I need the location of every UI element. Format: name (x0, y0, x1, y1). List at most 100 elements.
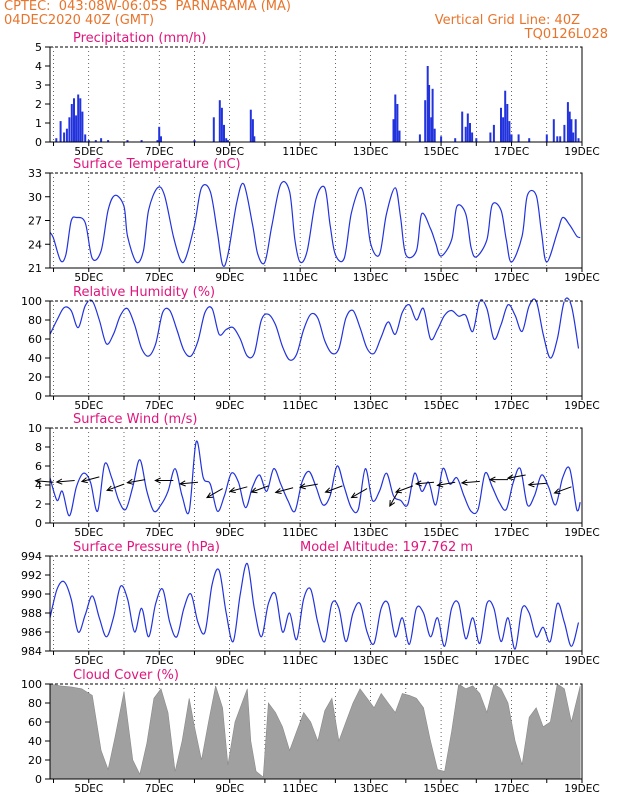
precip-bar (398, 130, 401, 142)
precip-bar (225, 138, 228, 142)
precip-bar (492, 124, 495, 142)
wind-arrow-shaft (437, 481, 456, 486)
wind-arrow-shaft (461, 480, 480, 484)
precip-bar (466, 113, 469, 142)
precip-xtick-label: 13DEC (353, 146, 388, 158)
wind-arrow-head (506, 474, 514, 481)
wind-arrow-head (527, 481, 535, 488)
precip-bar (556, 136, 559, 142)
temp-series-line (49, 181, 581, 267)
precip-ytick-label: 2 (35, 98, 42, 111)
temp-xtick-label: 7DEC (145, 272, 174, 284)
precip-bar (75, 115, 78, 142)
press-title: Surface Pressure (hPa) (73, 540, 220, 555)
rh-ytick-label: 100 (21, 295, 42, 308)
precip-bar (577, 138, 580, 142)
precip-bar (394, 94, 397, 142)
wind-title: Surface Wind (m/s) (73, 412, 197, 427)
rh-ytick-label: 40 (28, 352, 42, 365)
temp-xtick-label: 19DEC (564, 272, 599, 284)
precip-bar (508, 121, 511, 142)
precip-bar (68, 117, 71, 142)
wind-arrow-head (106, 485, 114, 492)
precip-bar (253, 136, 256, 142)
precip-bar (510, 134, 513, 142)
wind-arrow-head (389, 499, 396, 507)
precip-bar (424, 100, 427, 142)
precip-bar (63, 132, 66, 142)
wind-arrow-shaft (251, 485, 269, 493)
press-ytick-label: 990 (21, 588, 42, 601)
wind-arrow-head (250, 487, 258, 494)
wind-xtick-label: 9DEC (215, 527, 244, 539)
wind-arrow-shaft (35, 480, 54, 483)
precip-bar (433, 128, 436, 142)
wind-arrow-shaft (299, 483, 318, 488)
press-xtick-label: 17DEC (494, 655, 529, 667)
press-frame (49, 555, 583, 652)
cloud-ytick-label: 60 (28, 716, 42, 729)
precip-xtick-label: 11DEC (282, 146, 317, 158)
precip-bar (158, 126, 161, 142)
precip-bar (475, 138, 478, 142)
temp-ytick-label: 33 (28, 167, 42, 180)
rh-xtick-label: 11DEC (282, 400, 317, 412)
cloud-xtick-label: 13DEC (353, 783, 388, 795)
precip-bar (59, 121, 62, 142)
wind-arrow-shaft (554, 486, 572, 494)
temp-xtick-label: 15DEC (423, 272, 458, 284)
wind-xtick-label: 11DEC (282, 527, 317, 539)
wind-ytick-label: 10 (28, 422, 42, 435)
header-date: 04DEC2020 40Z (GMT) (4, 13, 155, 28)
precip-bar (65, 128, 68, 142)
precip-bar (461, 111, 464, 142)
precip-xtick-label: 9DEC (215, 146, 244, 158)
press-ytick-label: 992 (21, 569, 42, 582)
wind-frame (49, 427, 583, 524)
wind-arrow-shaft (528, 482, 547, 486)
precip-title: Precipitation (mm/h) (73, 31, 206, 46)
wind-arrow-head (154, 477, 161, 484)
precip-bar (489, 132, 492, 142)
precip-bar (226, 140, 229, 142)
cloud-ytick-label: 20 (28, 754, 42, 767)
cloud-title: Cloud Cover (%) (73, 668, 179, 683)
wind-arrow-shaft (106, 483, 125, 491)
temp-frame (49, 172, 583, 269)
precip-bar (502, 117, 505, 142)
wind-arrow-head (394, 487, 402, 494)
wind-arrow-shaft (56, 479, 75, 483)
wind-ytick-label: 4 (35, 479, 42, 492)
precip-bar (504, 90, 507, 142)
wind-panel: 0 2 4 6 8 10 5DEC 7DEC 9DEC 11DEC 13DEC 15DEC 17DEC 1… (28, 412, 600, 539)
precip-bar (87, 140, 90, 142)
temp-panel: 21 24 27 30 33 5DEC 7DEC 9DEC 11DEC 13DEC 15DEC 17D… (28, 157, 600, 284)
press-ytick-label: 984 (21, 645, 42, 658)
precip-bar (79, 98, 82, 142)
press-xtick-label: 5DEC (74, 655, 103, 667)
temp-xtick-label: 9DEC (215, 272, 244, 284)
precip-xtick-label: 19DEC (564, 146, 599, 158)
precip-bar (506, 104, 509, 142)
press-subtitle: Model Altitude: 197.762 m (300, 540, 473, 555)
rh-ytick-label: 0 (35, 390, 42, 403)
temp-xtick-label: 5DEC (74, 272, 103, 284)
press-xtick-label: 15DEC (423, 655, 458, 667)
precip-bar (500, 107, 502, 142)
precip-bar (140, 140, 143, 142)
precip-xtick-label: 7DEC (145, 146, 174, 158)
wind-ytick-label: 2 (35, 498, 42, 511)
temp-ytick-label: 27 (28, 215, 42, 228)
wind-arrow-shaft (325, 485, 343, 493)
wind-xtick-label: 15DEC (423, 527, 458, 539)
precip-bar (418, 134, 421, 142)
precip-xtick-label: 17DEC (494, 146, 529, 158)
rh-xtick-label: 17DEC (494, 400, 529, 412)
wind-arrow-shaft (395, 485, 414, 493)
wind-arrow-head (205, 492, 214, 499)
precip-bar (160, 136, 162, 142)
wind-series-line (49, 440, 581, 517)
cloud-xtick-label: 5DEC (74, 783, 103, 795)
wind-xtick-label: 13DEC (353, 527, 388, 539)
press-xtick-label: 9DEC (215, 655, 244, 667)
